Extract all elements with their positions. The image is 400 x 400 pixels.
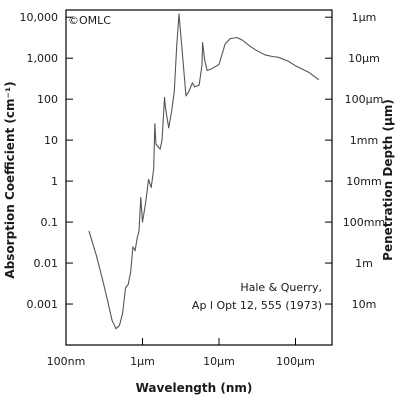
data-point: [154, 123, 156, 125]
data-point: [153, 168, 155, 170]
x-tick-label: 100nm: [47, 355, 86, 368]
data-point: [96, 255, 97, 257]
y-tick-label: 10,000: [20, 11, 59, 24]
data-point: [134, 250, 136, 252]
data-point: [295, 65, 296, 67]
data-point: [192, 82, 193, 84]
data-point: [264, 54, 266, 56]
data-point: [127, 284, 129, 285]
data-point: [201, 64, 203, 65]
data-point: [132, 246, 134, 248]
data-point: [145, 202, 147, 203]
data-point: [165, 107, 166, 109]
y-tick-label: 100: [37, 93, 58, 106]
y2-tick-label: 100mm: [343, 216, 385, 229]
y-tick-label: 1,000: [27, 52, 59, 65]
data-point: [125, 287, 126, 289]
data-point: [236, 37, 238, 38]
data-point: [161, 139, 163, 141]
data-point: [164, 97, 165, 98]
data-point: [148, 179, 149, 180]
y-tick-label: 1: [51, 175, 58, 188]
data-point: [178, 13, 180, 15]
data-point: [168, 127, 170, 129]
y2-tick-label: 1µm: [352, 11, 377, 24]
y-axis-title: Absorption Coefficient (cm⁻¹): [3, 81, 17, 278]
data-point: [171, 111, 172, 112]
annotation-line-1: Hale & Querry,: [240, 281, 322, 294]
y2-tick-label: 1mm: [350, 134, 378, 147]
y2-tick-label: 10m: [352, 298, 377, 311]
annotation-line-2: Ap l Opt 12, 555 (1973): [192, 299, 322, 312]
copyright-label: ©OMLC: [68, 14, 111, 27]
data-point: [181, 50, 183, 52]
data-point: [111, 319, 113, 321]
y2-tick-label: 10µm: [348, 52, 380, 65]
data-point: [241, 39, 243, 41]
data-point: [255, 49, 256, 51]
data-point: [204, 59, 206, 61]
data-point: [130, 271, 132, 273]
data-point: [107, 300, 109, 302]
data-point: [102, 278, 103, 280]
y2-axis-title: Penetration Depth (µm): [381, 99, 395, 261]
y-tick-label: 0.001: [27, 298, 59, 311]
data-point: [142, 221, 143, 223]
data-point: [194, 86, 196, 88]
data-point: [211, 68, 212, 70]
data-point: [249, 45, 250, 47]
data-point: [206, 70, 208, 71]
data-point: [138, 230, 140, 232]
data-point: [122, 312, 124, 314]
data-point: [136, 237, 138, 239]
x-tick-label: 100µm: [276, 355, 315, 368]
y2-tick-label: 1m: [355, 257, 373, 270]
data-point: [185, 95, 187, 97]
y-tick-label: 0.01: [34, 257, 59, 270]
data-point: [287, 60, 289, 62]
data-point: [176, 45, 178, 47]
data-point: [159, 148, 161, 150]
data-point: [218, 64, 220, 65]
plot-frame: [65, 9, 333, 346]
x-tick-label: 1µm: [130, 355, 155, 368]
data-point: [229, 38, 231, 40]
y-tick-label: 10: [44, 134, 58, 147]
y-tick-label: 0.1: [41, 216, 59, 229]
y2-tick-label: 10mm: [346, 175, 381, 188]
data-point: [188, 91, 189, 93]
data-point: [119, 325, 120, 326]
data-point: [140, 197, 142, 198]
data-point: [308, 72, 310, 73]
data-point: [88, 230, 90, 232]
data-point: [202, 42, 203, 44]
y2-tick-label: 100µm: [345, 93, 384, 106]
data-point: [224, 43, 226, 45]
data-point: [278, 56, 279, 58]
x-axis-title: Wavelength (nm): [136, 381, 253, 395]
data-point: [198, 84, 200, 86]
data-point: [155, 143, 157, 145]
x-tick-label: 10µm: [203, 355, 235, 368]
data-point: [173, 91, 175, 93]
data-point: [150, 187, 152, 188]
data-point: [115, 328, 117, 330]
data-point: [318, 79, 319, 81]
data-point: [272, 56, 273, 57]
